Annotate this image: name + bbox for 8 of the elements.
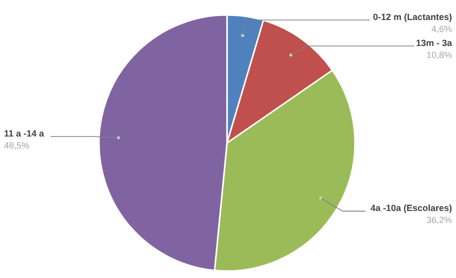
slice-label: 4a -10a (Escolares) xyxy=(370,203,452,214)
data-label: 36,2% xyxy=(426,215,452,226)
data-label: 48,5% xyxy=(4,140,30,150)
data-label: 10,8% xyxy=(426,50,452,60)
slice-label: 0-12 m (Lactantes) xyxy=(372,12,452,22)
slice-label: 11 a -14 a xyxy=(4,128,46,138)
slice-label: 13m - 3a xyxy=(416,38,453,48)
data-label: 4,6% xyxy=(431,24,452,34)
